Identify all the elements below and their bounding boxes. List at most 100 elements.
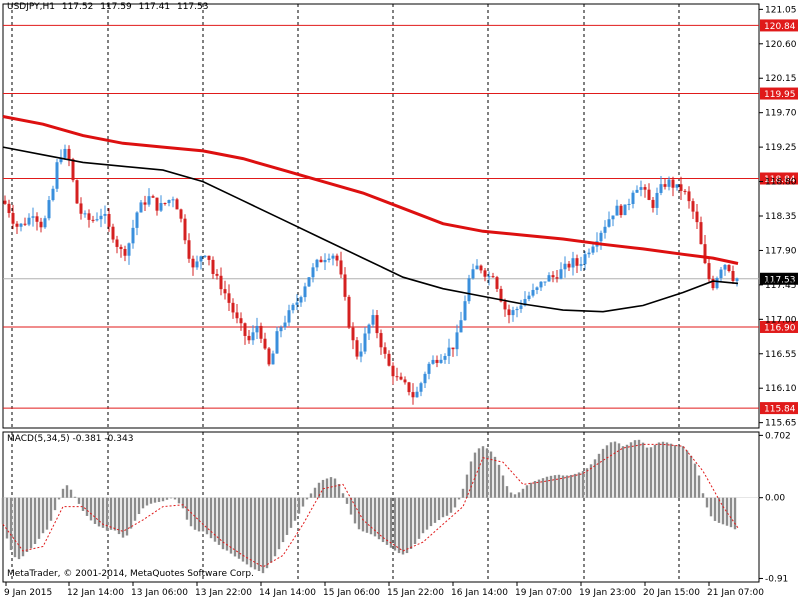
candle-body [591, 246, 595, 253]
price-tick-label: 116.55 [765, 350, 797, 360]
time-label: 13 Jan 22:00 [195, 588, 252, 598]
macd-histogram-bar [593, 459, 597, 498]
level-label: 120.84 [764, 22, 796, 32]
candle-body [307, 277, 311, 287]
candle-body [355, 340, 359, 357]
macd-histogram-bar [293, 497, 297, 521]
candle-body [31, 216, 35, 218]
candle-body [191, 258, 195, 268]
candle-body [231, 302, 235, 313]
time-label: 13 Jan 06:00 [131, 588, 188, 598]
macd-histogram-bar [333, 478, 337, 498]
candle-body [107, 213, 111, 227]
candle-body [311, 267, 315, 278]
macd-histogram-bar [681, 446, 685, 498]
macd-histogram-bar [249, 497, 253, 568]
macd-histogram-bar [1, 497, 5, 525]
macd-histogram-bar [361, 497, 365, 532]
candle-body [171, 199, 175, 201]
candle-body [615, 205, 619, 216]
macd-histogram-bar [365, 497, 369, 533]
macd-histogram-bar [193, 497, 197, 530]
candle-body [703, 244, 707, 264]
candle-body [35, 216, 39, 222]
macd-histogram-bar [273, 497, 277, 557]
macd-histogram-bar [65, 485, 69, 498]
candle-body [551, 275, 555, 278]
macd-histogram-bar [257, 497, 261, 571]
macd-histogram-bar [81, 497, 85, 511]
candle-body [183, 218, 187, 241]
candle-body [151, 196, 155, 198]
macd-histogram-bar [553, 475, 557, 498]
macd-histogram-bar [309, 493, 313, 498]
macd-histogram-bar [297, 497, 301, 514]
macd-histogram-bar [489, 451, 493, 498]
current-price-label: 117.53 [764, 275, 796, 285]
macd-histogram-bar [269, 497, 273, 563]
macd-histogram-bar [453, 497, 457, 508]
macd-histogram-bar [641, 442, 645, 498]
candle-body [711, 279, 715, 289]
macd-histogram-bar [53, 497, 57, 511]
candle-body [527, 295, 531, 300]
candle-body [239, 318, 243, 324]
level-label-bg [760, 320, 798, 333]
candle-body [99, 215, 103, 220]
macd-histogram-bar [677, 446, 681, 498]
macd-histogram-bar [369, 497, 373, 535]
macd-tick-label: -0.91 [765, 574, 788, 584]
macd-histogram-bar [85, 497, 89, 516]
price-tick-label: 118.35 [765, 212, 797, 222]
candle-body [47, 200, 51, 219]
macd-histogram-bar [725, 497, 729, 526]
candle-body [167, 200, 171, 204]
candle-body [531, 289, 535, 296]
horizontal-levels[interactable]: 120.84 119.95 118.84 116.90 115.84 117.53 [3, 19, 798, 415]
macd-histogram-bar [541, 478, 545, 498]
candle-body [511, 310, 515, 316]
macd-histogram-bar [473, 452, 477, 498]
macd-histogram-bar [381, 497, 385, 543]
macd-histogram-bar [117, 497, 121, 535]
macd-histogram-bar [701, 493, 705, 498]
macd-histogram-bar [181, 497, 185, 509]
candle-body [251, 332, 255, 341]
macd-histogram-bar [41, 497, 45, 534]
chart-frame [2, 3, 760, 583]
candle-body [351, 327, 355, 341]
price-tick-label: 120.60 [765, 40, 797, 50]
macd-histogram-bar [705, 497, 709, 508]
candle-body [719, 269, 723, 279]
macd-histogram-bar [665, 442, 669, 498]
macd-histogram-bar [413, 497, 417, 545]
macd-histogram-bar [669, 443, 673, 498]
moving-averages [2, 115, 739, 313]
macd-histogram-bar [277, 497, 281, 550]
candle-body [295, 302, 299, 305]
macd-tick-label: 0.00 [765, 494, 785, 504]
macd-histogram-bar [637, 439, 641, 498]
price-tick-label: 121.05 [765, 5, 797, 15]
candle-body [619, 205, 623, 216]
macd-histogram-bar [565, 475, 569, 498]
candle-body [607, 219, 611, 227]
macd-histogram-bar [61, 488, 65, 498]
candle-body [139, 202, 143, 213]
symbol-timeframe: USDJPY,H1 [7, 2, 55, 12]
candle-body [55, 162, 59, 189]
candle-body [635, 189, 639, 193]
macd-histogram-bar [625, 444, 629, 498]
macd-histogram-bar [629, 442, 633, 498]
candle-body [75, 180, 79, 204]
macd-histogram-bar [729, 497, 733, 528]
candle-body [523, 299, 527, 306]
candle-body [175, 199, 179, 210]
macd-histogram-bar [481, 446, 485, 498]
macd-histogram-bar [417, 497, 421, 539]
macd-histogram-bar [101, 497, 105, 528]
candle-body [567, 263, 571, 268]
candle-body [387, 353, 391, 366]
time-label: 21 Jan 07:00 [707, 588, 764, 598]
